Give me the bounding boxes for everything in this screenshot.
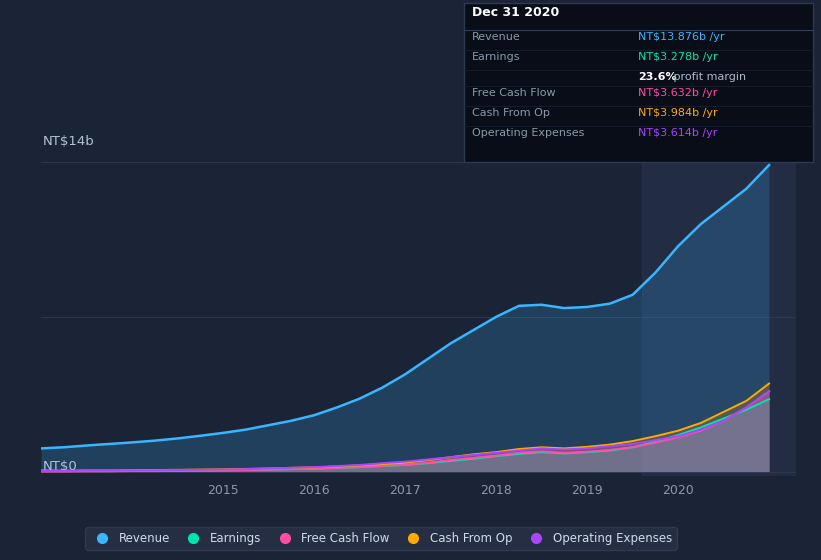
Bar xyxy=(642,151,796,476)
Text: NT$3.614b /yr: NT$3.614b /yr xyxy=(639,128,718,138)
Text: 23.6%: 23.6% xyxy=(639,72,677,82)
Text: NT$0: NT$0 xyxy=(43,460,77,473)
Text: NT$14b: NT$14b xyxy=(43,135,94,148)
Text: Free Cash Flow: Free Cash Flow xyxy=(472,88,556,98)
Text: Dec 31 2020: Dec 31 2020 xyxy=(472,6,559,19)
Text: NT$3.984b /yr: NT$3.984b /yr xyxy=(639,108,718,118)
Text: Earnings: Earnings xyxy=(472,52,521,62)
Text: Cash From Op: Cash From Op xyxy=(472,108,550,118)
Text: profit margin: profit margin xyxy=(670,72,745,82)
Text: NT$3.632b /yr: NT$3.632b /yr xyxy=(639,88,718,98)
Text: Operating Expenses: Operating Expenses xyxy=(472,128,585,138)
Legend: Revenue, Earnings, Free Cash Flow, Cash From Op, Operating Expenses: Revenue, Earnings, Free Cash Flow, Cash … xyxy=(85,527,677,550)
Text: NT$3.278b /yr: NT$3.278b /yr xyxy=(639,52,718,62)
Text: Revenue: Revenue xyxy=(472,32,521,42)
Text: NT$13.876b /yr: NT$13.876b /yr xyxy=(639,32,725,42)
